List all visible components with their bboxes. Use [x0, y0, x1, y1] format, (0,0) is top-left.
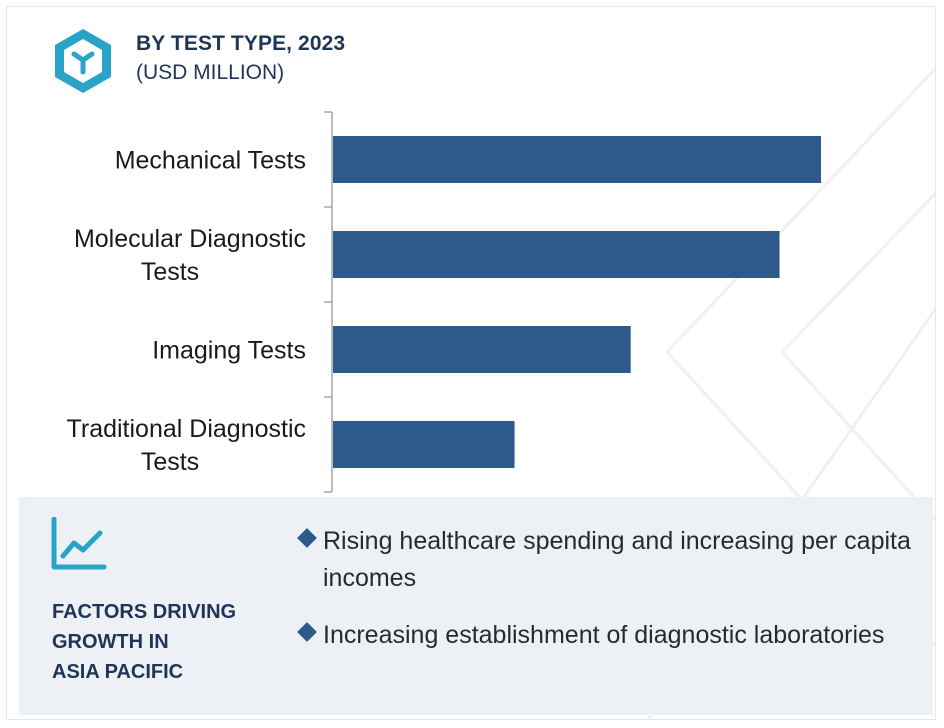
factors-panel [19, 497, 933, 715]
bar-chart: Mechanical Tests Molecular Diagnostic Test… [67, 111, 821, 493]
category-label: Tests [141, 448, 199, 476]
cube-hexagon-icon [55, 29, 111, 93]
category-label: Tests [141, 258, 199, 286]
chart-subtitle: (USD MILLION) [136, 61, 285, 84]
bar [333, 326, 631, 373]
chart-title: BY TEST TYPE, 2023 [136, 32, 346, 55]
category-label: Imaging Tests [152, 337, 306, 365]
factor-text: Rising healthcare spending and increasin… [323, 527, 911, 592]
factors-title-line: GROWTH IN [52, 631, 169, 653]
factors-title-line: ASIA PACIFIC [52, 661, 184, 683]
factor-item: Increasing establishment of diagnostic l… [297, 617, 918, 654]
factors-title: FACTORS DRIVING GROWTH IN ASIA PACIFIC [52, 597, 272, 687]
factor-text: Increasing establishment of diagnostic l… [323, 621, 885, 649]
category-label: Molecular Diagnostic [74, 225, 306, 253]
category-label: Traditional Diagnostic [67, 415, 306, 443]
bar [333, 231, 780, 278]
category-label: Mechanical Tests [115, 147, 306, 175]
bar [333, 421, 515, 468]
trend-line-chart-icon [51, 517, 107, 570]
factor-item: Rising healthcare spending and increasin… [297, 523, 918, 597]
bar [333, 136, 821, 183]
factors-title-line: FACTORS DRIVING [52, 601, 237, 623]
